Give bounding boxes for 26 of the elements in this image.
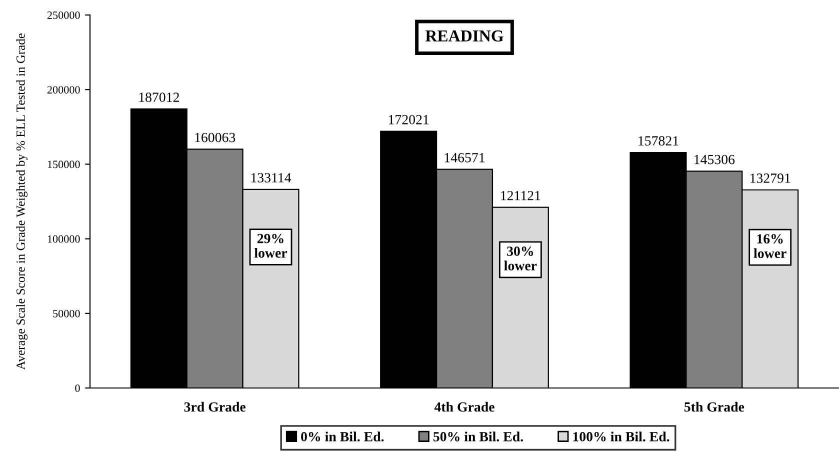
y-tick-label: 250000 <box>47 11 80 19</box>
annotation: 16% lower <box>754 234 786 258</box>
y-tick-label: 150000 <box>48 160 80 168</box>
data-label: 160063 <box>195 132 236 142</box>
x-tick-label: 4th Grade <box>434 402 494 412</box>
data-label: 187012 <box>139 92 179 102</box>
data-label: 145306 <box>694 154 735 164</box>
x-tick-label: 3rd Grade <box>184 402 246 412</box>
legend-label: 0% in Bil. Ed. <box>301 432 384 442</box>
y-tick-label: 100000 <box>48 235 80 243</box>
y-tick-label: 200000 <box>47 86 80 94</box>
legend-label: 100% in Bil. Ed. <box>573 432 670 442</box>
y-axis-title: Average Scale Score in Grade Weighted by % ELL Tested in Grade <box>16 34 28 370</box>
annotation: 30% lower <box>504 246 537 270</box>
y-tick-label: 50000 <box>53 310 80 318</box>
data-label: 121121 <box>501 190 540 200</box>
text: READING <box>425 30 504 42</box>
y-tick-label: 0 <box>75 384 80 392</box>
data-label: 146571 <box>444 152 484 162</box>
annotation: 29% lower <box>254 234 288 258</box>
data-label: 157821 <box>638 136 678 146</box>
data-label: 133114 <box>251 173 292 182</box>
x-tick-label: 5th Grade <box>684 402 744 412</box>
legend-label: 50% in Bil. Ed. <box>433 432 523 442</box>
data-label: 132791 <box>750 174 790 183</box>
data-label: 172021 <box>388 114 429 124</box>
